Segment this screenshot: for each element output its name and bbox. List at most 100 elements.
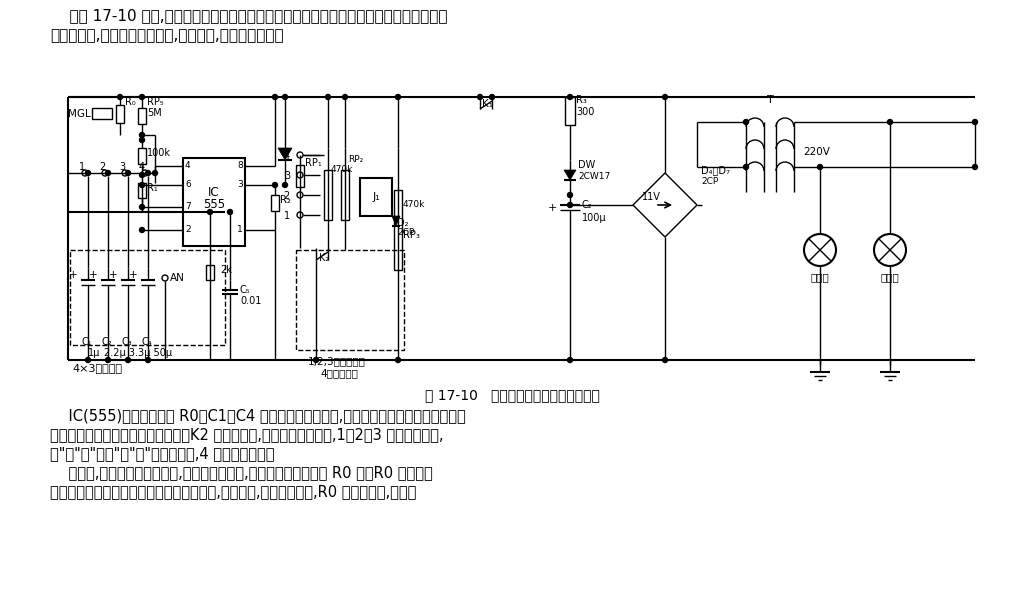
- Text: AN: AN: [170, 273, 185, 283]
- Text: K₂: K₂: [319, 253, 330, 263]
- Text: D₄～D₇: D₄～D₇: [701, 165, 730, 175]
- Bar: [394, 190, 402, 270]
- Bar: [183, 158, 245, 246]
- Text: C₁: C₁: [81, 337, 91, 347]
- Circle shape: [153, 170, 158, 176]
- Text: 2CP: 2CP: [397, 228, 415, 237]
- Text: C₅: C₅: [240, 285, 251, 295]
- Bar: [271, 195, 279, 211]
- Text: 2: 2: [99, 162, 105, 172]
- Text: 1: 1: [238, 225, 243, 234]
- Text: 4: 4: [284, 151, 290, 161]
- Circle shape: [743, 165, 749, 170]
- Text: 7: 7: [185, 202, 190, 211]
- Text: C₃: C₃: [121, 337, 132, 347]
- Text: +: +: [89, 270, 97, 280]
- Text: RP₁: RP₁: [305, 158, 322, 168]
- Text: DW: DW: [578, 160, 595, 170]
- Circle shape: [139, 204, 144, 210]
- Circle shape: [888, 120, 893, 125]
- Circle shape: [126, 358, 130, 362]
- Text: 图 17-10   放大曝光时间自动控制仪电路: 图 17-10 放大曝光时间自动控制仪电路: [425, 388, 599, 402]
- Bar: [341, 170, 349, 220]
- Bar: [324, 170, 332, 220]
- Text: 11V: 11V: [642, 192, 660, 202]
- Circle shape: [395, 358, 400, 362]
- Text: 射光的强弱决定曝光时间的长短。底片厚者,透光率低,相纸反射光弱,R0 呈现电阻大,定时电: 射光的强弱决定曝光时间的长短。底片厚者,透光率低,相纸反射光弱,R0 呈现电阻大…: [50, 484, 417, 499]
- Text: 3: 3: [238, 180, 243, 189]
- Circle shape: [973, 165, 978, 170]
- Circle shape: [326, 94, 331, 100]
- Circle shape: [85, 170, 90, 176]
- Circle shape: [489, 94, 495, 100]
- Text: 1μ: 1μ: [88, 348, 100, 358]
- Text: 2: 2: [185, 225, 190, 234]
- Text: D₂: D₂: [397, 218, 409, 228]
- Text: 2k: 2k: [220, 265, 231, 275]
- Text: J₁: J₁: [372, 192, 380, 202]
- Text: 如图 17-10 所示,控制仪电路包括降压整流电路、单稳延时和继电控制电路。该控制仪在: 如图 17-10 所示,控制仪电路包括降压整流电路、单稳延时和继电控制电路。该控…: [50, 8, 447, 23]
- Circle shape: [477, 94, 482, 100]
- Text: 1: 1: [79, 162, 85, 172]
- Circle shape: [743, 120, 749, 125]
- Circle shape: [139, 173, 144, 178]
- Text: 470k: 470k: [331, 165, 353, 174]
- Text: 2: 2: [284, 191, 290, 201]
- Bar: [138, 183, 146, 198]
- Bar: [360, 178, 392, 216]
- Circle shape: [105, 170, 111, 176]
- Circle shape: [817, 165, 822, 170]
- Text: 2.2μ 3.3μ 50μ: 2.2μ 3.3μ 50μ: [104, 348, 172, 358]
- Circle shape: [663, 358, 668, 362]
- Circle shape: [395, 94, 400, 100]
- Text: 8: 8: [238, 161, 243, 170]
- Text: 曝光灯: 曝光灯: [881, 272, 899, 282]
- Polygon shape: [392, 216, 400, 226]
- Circle shape: [342, 94, 347, 100]
- Text: RP₃: RP₃: [403, 230, 420, 240]
- Text: 3: 3: [284, 171, 290, 181]
- Circle shape: [105, 358, 111, 362]
- Circle shape: [208, 210, 213, 215]
- Circle shape: [139, 227, 144, 232]
- Bar: [92, 108, 112, 119]
- Text: 220V: 220V: [803, 147, 829, 157]
- Circle shape: [283, 94, 288, 100]
- Circle shape: [567, 193, 572, 198]
- Text: 间常数。光敏检测头采用光敏电阻。K2 为拨动开关,设有四种曝光方式,1、2、3 档为自动控制,: 间常数。光敏检测头采用光敏电阻。K2 为拨动开关,设有四种曝光方式,1、2、3 …: [50, 427, 443, 442]
- Circle shape: [139, 137, 144, 142]
- Text: R₀: R₀: [125, 97, 136, 107]
- Text: 2CW17: 2CW17: [578, 172, 610, 181]
- Text: 100k: 100k: [147, 148, 171, 158]
- Text: 4×3拨动开关: 4×3拨动开关: [72, 363, 122, 373]
- Text: MGL: MGL: [68, 109, 91, 119]
- Circle shape: [145, 170, 151, 176]
- Text: 分"亮"、"正常"、"暗"三种曝光量,4 档为手动控制。: 分"亮"、"正常"、"暗"三种曝光量,4 档为手动控制。: [50, 446, 274, 461]
- Circle shape: [973, 120, 978, 125]
- Text: 4: 4: [185, 161, 190, 170]
- Text: 安全灯: 安全灯: [811, 272, 829, 282]
- Text: 5M: 5M: [147, 108, 162, 118]
- Bar: [138, 148, 146, 164]
- Text: 4: 4: [139, 162, 145, 172]
- Text: 3: 3: [119, 162, 125, 172]
- Text: 曝光时,光线通过底片、镜头,照射到放大纸上,再反射至光敏检测头 R0 上。R0 将按照反: 曝光时,光线通过底片、镜头,照射到放大纸上,再反射至光敏检测头 R0 上。R0 …: [50, 465, 433, 480]
- Circle shape: [139, 94, 144, 100]
- Text: 300: 300: [575, 107, 594, 117]
- Polygon shape: [564, 170, 575, 180]
- Circle shape: [283, 182, 288, 187]
- Text: RP₅: RP₅: [147, 97, 164, 107]
- Circle shape: [272, 182, 278, 187]
- Text: RP₂: RP₂: [348, 155, 364, 164]
- Bar: [296, 165, 304, 187]
- Bar: [206, 265, 214, 280]
- Circle shape: [118, 94, 123, 100]
- Text: 2CP: 2CP: [701, 177, 718, 186]
- Text: C₂: C₂: [582, 200, 593, 210]
- Text: K₁: K₁: [482, 99, 493, 109]
- Text: C₂: C₂: [101, 337, 112, 347]
- Text: 1: 1: [284, 211, 290, 221]
- Circle shape: [139, 133, 144, 137]
- Text: IC(555)和光敏检测头 R0、C1～C4 等组成单稳定时电路,定时大小取决于电路的充放电时: IC(555)和光敏检测头 R0、C1～C4 等组成单稳定时电路,定时大小取决于…: [50, 408, 466, 423]
- Text: R₁: R₁: [147, 183, 158, 193]
